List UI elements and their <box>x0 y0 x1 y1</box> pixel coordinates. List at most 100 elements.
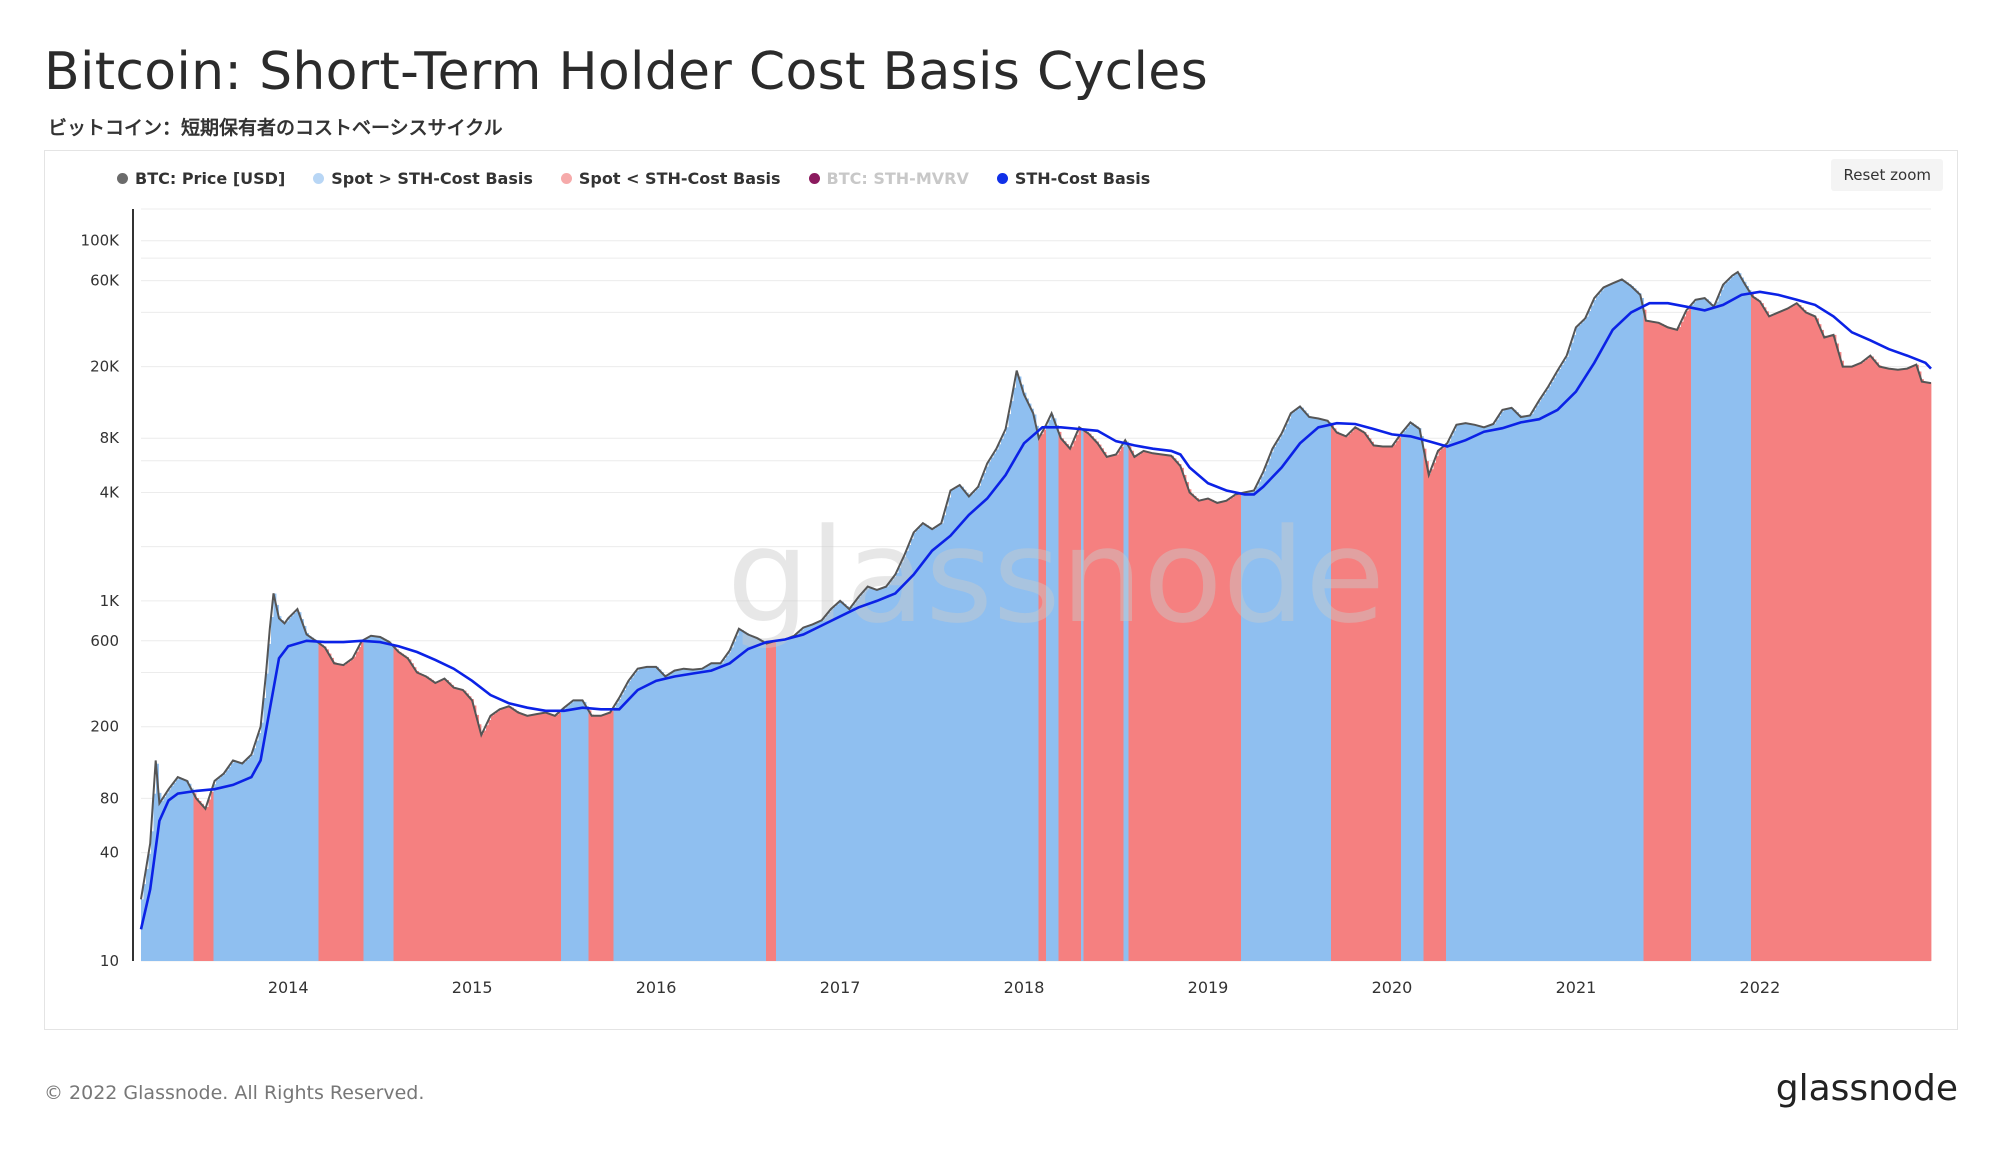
legend-label: STH-Cost Basis <box>1014 169 1151 188</box>
area-bar <box>1446 444 1449 961</box>
area-bar <box>1158 454 1162 961</box>
area-bar <box>306 633 309 961</box>
area-bar <box>611 711 614 961</box>
area-bar <box>1073 440 1077 962</box>
legend-item-sth-mvrv[interactable]: BTC: STH-MVRV <box>808 169 969 188</box>
area-bar <box>618 699 622 961</box>
area-bar <box>1791 306 1794 961</box>
area-bar <box>923 523 927 961</box>
area-bar <box>1648 321 1652 962</box>
area-bar <box>1653 321 1657 961</box>
area-bar <box>1103 452 1107 961</box>
area-bar <box>1556 373 1559 961</box>
area-bar <box>1346 436 1349 961</box>
area-bar <box>343 665 347 961</box>
area-bar <box>1293 411 1297 961</box>
area-bar <box>393 646 397 961</box>
area-bar <box>1546 390 1549 961</box>
area-bar <box>1006 427 1009 961</box>
area-bar <box>903 556 907 961</box>
legend-item-spot-below[interactable]: Spot < STH-Cost Basis <box>560 169 781 188</box>
area-bar <box>1348 433 1352 961</box>
area-bar <box>443 679 447 961</box>
area-bar <box>801 629 804 961</box>
area-bar <box>1066 444 1069 962</box>
area-bar <box>1706 299 1709 961</box>
area-bar <box>348 661 352 961</box>
area-bar <box>1351 431 1354 961</box>
area-bar <box>1408 424 1412 962</box>
area-bar <box>1171 455 1174 961</box>
area-bar <box>1746 286 1749 961</box>
reset-zoom-button[interactable]: Reset zoom <box>1831 159 1943 191</box>
area-bar <box>1176 461 1179 961</box>
legend-label: Spot > STH-Cost Basis <box>331 169 533 188</box>
area-bar <box>436 682 439 961</box>
area-bar <box>1403 430 1407 961</box>
area-bar <box>713 663 717 961</box>
area-bar <box>1568 350 1572 961</box>
area-bar <box>1368 438 1372 961</box>
area-bar <box>243 762 247 961</box>
legend-item-spot-above[interactable]: Spot > STH-Cost Basis <box>313 169 533 188</box>
area-bar <box>861 594 864 961</box>
area-bar <box>358 647 362 961</box>
area-bar <box>1753 297 1757 962</box>
area-bar <box>1423 448 1427 961</box>
area-bar <box>963 489 967 961</box>
area-bar <box>776 640 779 961</box>
area-bar <box>1636 290 1639 961</box>
area-bar <box>1306 413 1309 961</box>
area-bar <box>1093 438 1097 961</box>
legend-item-btc-price[interactable]: BTC: Price [USD] <box>117 169 285 188</box>
area-bar <box>1676 329 1679 961</box>
area-bar <box>893 576 897 961</box>
area-bar <box>1141 452 1144 961</box>
area-bar <box>1658 322 1662 961</box>
area-bar <box>711 663 714 961</box>
area-bar <box>1823 335 1827 961</box>
legend-dot-icon <box>560 173 572 184</box>
area-bar <box>576 700 579 961</box>
area-bar <box>1511 408 1514 961</box>
legend-label: BTC: STH-MVRV <box>826 169 969 188</box>
area-bar <box>581 700 584 961</box>
area-bar <box>643 667 647 961</box>
area-bar <box>1321 419 1324 962</box>
area-bar <box>388 641 392 961</box>
area-bar <box>351 659 354 961</box>
area-bar <box>846 606 849 961</box>
area-bar <box>1088 433 1092 962</box>
area-bar <box>1231 497 1234 961</box>
area-bar <box>1748 290 1752 961</box>
area-bar <box>1343 435 1347 961</box>
area-bar <box>468 696 472 961</box>
legend-dot-icon <box>117 173 128 184</box>
area-bar <box>673 671 677 961</box>
area-bar <box>1083 430 1087 961</box>
area-bar <box>913 532 917 961</box>
area-bar <box>168 789 172 961</box>
area-bar <box>1421 436 1424 961</box>
area-bar <box>1563 360 1567 961</box>
area-bar <box>1863 360 1867 961</box>
area-bar <box>1461 424 1464 961</box>
area-bar <box>328 653 332 961</box>
area-bar <box>536 714 539 961</box>
area-bar <box>173 782 177 961</box>
area-bar <box>1801 307 1804 961</box>
area-bar <box>1143 451 1147 961</box>
legend-item-sth-cost-basis[interactable]: STH-Cost Basis <box>996 169 1151 188</box>
area-bar <box>478 724 482 961</box>
y-tick-label: 20K <box>90 358 120 376</box>
area-bar <box>1003 433 1007 962</box>
area-bar <box>1733 274 1737 961</box>
area-bar <box>428 678 432 961</box>
area-bar <box>1618 280 1622 961</box>
area-bar <box>1271 452 1274 961</box>
area-bar <box>1081 428 1084 961</box>
area-bar <box>1551 381 1554 961</box>
area-bar <box>1226 500 1229 961</box>
area-bar <box>1458 424 1462 961</box>
area-bar <box>1641 298 1644 961</box>
